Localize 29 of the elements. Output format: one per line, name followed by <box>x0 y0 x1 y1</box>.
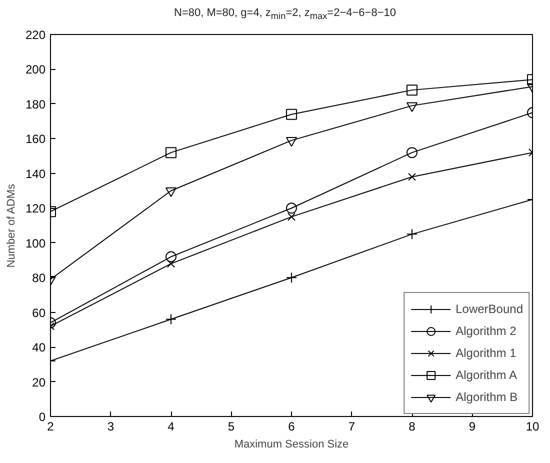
x-tick-label: 10 <box>526 420 540 434</box>
y-tick-label: 100 <box>25 236 46 250</box>
x-tick-label: 8 <box>408 420 416 434</box>
y-tick-label: 220 <box>25 28 46 42</box>
y-tick-label: 200 <box>25 62 46 77</box>
legend-label: LowerBound <box>456 302 523 316</box>
y-tick-label: 120 <box>25 202 46 216</box>
x-tick-label: 3 <box>107 420 114 434</box>
x-tick-label: 2 <box>47 420 54 434</box>
legend-label: Algorithm 2 <box>456 324 516 338</box>
x-tick-label: 4 <box>168 420 175 434</box>
x-axis-title: Maximum Session Size <box>234 438 349 450</box>
y-tick-label: 60 <box>32 306 46 320</box>
y-tick-label: 20 <box>32 375 46 390</box>
y-tick-label: 80 <box>32 271 46 286</box>
legend-label: Algorithm B <box>456 390 518 404</box>
x-tick-label: 9 <box>468 420 476 434</box>
x-tick-label: 6 <box>288 420 296 434</box>
legend-label: Algorithm 1 <box>456 346 516 360</box>
x-tick-label: 5 <box>228 420 235 434</box>
y-tick-label: 0 <box>38 410 46 424</box>
y-tick-label: 40 <box>32 340 46 355</box>
y-axis-title: Number of ADMs <box>5 183 18 268</box>
y-tick-label: 180 <box>25 97 46 112</box>
y-tick-label: 160 <box>25 132 46 146</box>
legend-label: Algorithm A <box>456 368 517 382</box>
y-tick-label: 140 <box>25 166 46 181</box>
x-tick-label: 7 <box>348 420 356 434</box>
chart-title: N=80, M=80, g=4, z$_{min}$=2, z$_{max}$=2−4−6−8−10 <box>173 6 397 24</box>
